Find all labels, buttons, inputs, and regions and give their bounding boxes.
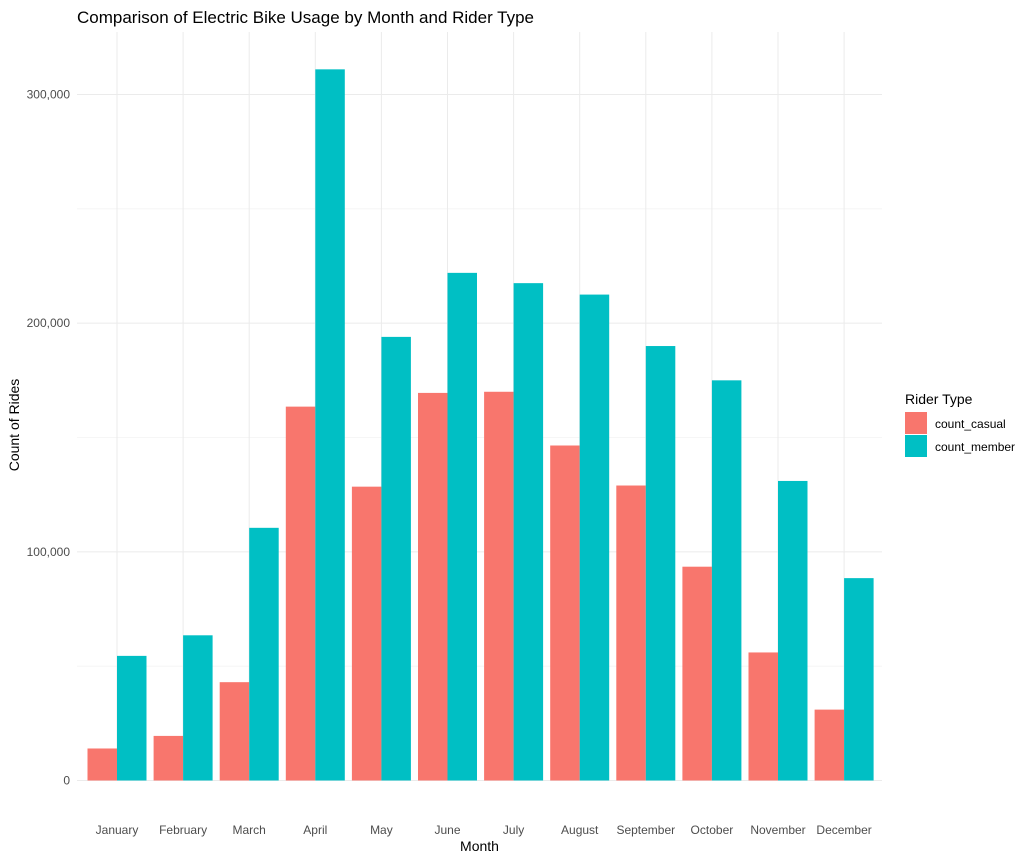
bar-count_member-may: [381, 336, 411, 781]
y-axis-ticks: 0 100,000 200,000 300,000: [27, 88, 71, 788]
bar-count_casual-february: [153, 735, 184, 781]
bar-count_member-december: [844, 578, 874, 781]
x-axis-title: Month: [460, 838, 499, 854]
bar-count_casual-april: [285, 406, 316, 781]
y-tick-label: 300,000: [27, 88, 71, 102]
bar-count_casual-december: [814, 709, 845, 781]
bar-count_member-february: [183, 635, 213, 781]
y-axis-title: Count of Rides: [6, 379, 22, 472]
bar-count_member-july: [513, 283, 544, 781]
x-tick-label: April: [303, 823, 327, 837]
x-tick-label: October: [691, 823, 734, 837]
legend-swatch-count_casual: [905, 412, 927, 434]
legend-label-count_member: count_member: [935, 440, 1015, 454]
x-tick-label: September: [616, 823, 675, 837]
bar-count_casual-august: [550, 445, 580, 781]
legend-swatch-count_member: [905, 435, 927, 457]
bar-count_member-november: [778, 480, 808, 781]
x-tick-label: November: [750, 823, 805, 837]
chart-title: Comparison of Electric Bike Usage by Mon…: [77, 8, 534, 27]
y-tick-label: 200,000: [27, 316, 71, 330]
x-tick-label: December: [816, 823, 871, 837]
x-tick-label: February: [159, 823, 207, 837]
x-tick-label: July: [503, 823, 524, 837]
bar-count_member-january: [117, 655, 147, 781]
bar-count_member-august: [579, 294, 610, 781]
bar-count_member-march: [249, 527, 279, 781]
y-tick-label: 0: [63, 774, 70, 788]
bar-count_member-april: [315, 69, 345, 781]
x-axis-ticks: January February March April May June July Augu…: [96, 823, 872, 837]
bars: [87, 69, 874, 781]
bar-count_member-september: [645, 346, 676, 781]
x-tick-label: March: [233, 823, 266, 837]
legend-label-count_casual: count_casual: [935, 417, 1006, 431]
x-tick-label: January: [96, 823, 139, 837]
legend-title: Rider Type: [905, 391, 973, 407]
bar-count_casual-june: [418, 392, 448, 781]
bar-count_casual-may: [351, 486, 382, 781]
bar-count_member-june: [447, 272, 477, 781]
x-tick-label: May: [370, 823, 393, 837]
bar-count_casual-november: [748, 652, 778, 781]
legend: Rider Type count_casual count_member: [905, 391, 1015, 457]
bar-count_casual-october: [682, 566, 712, 781]
x-tick-label: August: [561, 823, 599, 837]
y-tick-label: 100,000: [27, 545, 71, 559]
bar-count_casual-july: [484, 391, 514, 781]
bar-count_member-october: [711, 380, 742, 781]
bar-count_casual-march: [219, 682, 250, 781]
bar-count_casual-september: [616, 485, 646, 781]
x-tick-label: June: [434, 823, 460, 837]
bar-count_casual-january: [87, 748, 117, 781]
